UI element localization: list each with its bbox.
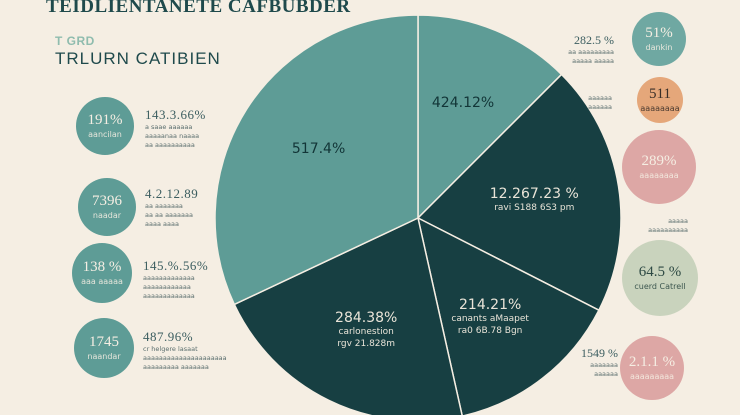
right-text-2: aaaaaa aaaaaa xyxy=(588,94,612,112)
right-bubble-1: 51% dankin xyxy=(632,12,686,66)
left-text-3: 145.%.56% aaaaaaaaaaaaa aaaaaaaaaaaa aaa… xyxy=(143,258,208,301)
chart-tag: T GRD xyxy=(55,34,95,48)
pie-slice xyxy=(416,216,600,415)
right-text-4: aaaaa aaaaaaaaaa xyxy=(648,217,688,235)
left-text-2-value: 4.2.12.89 xyxy=(145,186,199,201)
left-text-2-sub: aa aaaaaaa xyxy=(145,202,183,210)
chart-title: TEIDLIENTANETE CAFBUBDER xyxy=(46,0,351,17)
right-bubble-4-value: 64.5 % xyxy=(638,263,682,280)
right-bubble-3-value: 289% xyxy=(641,152,677,169)
right-bubble-5-label: aaaaaaaaa xyxy=(629,371,675,381)
right-bubble-3-label: aaaaaaaa xyxy=(639,170,679,180)
chart-subtitle: TRLURN CATIBIEN xyxy=(55,49,221,68)
right-bubble-4: 64.5 % cuerd Catrell xyxy=(622,240,698,316)
pie-slice xyxy=(416,73,622,312)
right-bubble-2: 511 aaaaaaaa xyxy=(637,77,683,123)
right-text-5-sub: aaaaaaa xyxy=(590,361,618,369)
left-text-1-sub: aa aaaaaaaaaa xyxy=(145,141,195,149)
right-bubble-4-label: cuerd Catrell xyxy=(634,281,686,291)
pie-slice-value: 214.21% xyxy=(459,297,522,314)
right-bubble-2-label: aaaaaaaa xyxy=(640,103,680,113)
left-bubble-1: 191% aancilan xyxy=(76,97,134,155)
left-text-1-sub: a saae aaaaaa xyxy=(145,123,193,131)
right-text-1-value: 282.5 % xyxy=(574,33,614,47)
right-text-5: 1549 % aaaaaaa aaaaaa xyxy=(581,346,618,379)
pie-slice-label: 214.21% canants aMaapet ra0 6B.78 Bgn xyxy=(430,297,550,337)
right-text-4-sub: aaaaaaaaaa xyxy=(648,226,688,234)
pie-slice xyxy=(233,216,463,415)
right-bubble-5-value: 2.1.1 % xyxy=(628,353,676,370)
left-text-2-sub: aaaa aaaa xyxy=(145,220,179,228)
left-bubble-3: 138 % aaa aaaaa xyxy=(72,243,132,303)
left-text-4-value: 487.96% xyxy=(143,329,194,344)
left-bubble-1-label: aancilan xyxy=(88,129,122,139)
left-text-4-sub: aaaaaaaaa aaaaaaa xyxy=(143,363,209,371)
left-text-2: 4.2.12.89 aa aaaaaaa aa aa aaaaaaa aaaa … xyxy=(145,186,198,229)
pie-slice-sub: ra0 6B.78 Bgn xyxy=(457,326,523,337)
left-bubble-3-label: aaa aaaaa xyxy=(81,276,123,286)
left-bubble-3-value: 138 % xyxy=(82,258,122,275)
pie-slice-label: 12.267.23 % ravi S188 6S3 pm xyxy=(474,186,594,214)
left-text-3-sub: aaaaaaaaaaaaa xyxy=(143,292,195,300)
left-text-3-sub: aaaaaaaaaaaa xyxy=(143,283,191,291)
right-text-4-sub: aaaaa xyxy=(668,217,688,225)
pie-slice-value: 424.12% xyxy=(431,95,495,112)
right-text-2-sub: aaaaaa xyxy=(588,103,612,111)
left-bubble-4-label: naandar xyxy=(87,351,121,361)
right-bubble-3: 289% aaaaaaaa xyxy=(622,130,696,204)
left-text-2-sub: aa aa aaaaaaa xyxy=(145,211,193,219)
right-bubble-1-value: 51% xyxy=(645,24,673,41)
right-text-1-sub: aaaaa aaaaa xyxy=(572,57,614,65)
left-text-1: 143.3.66% a saae aaaaaa aaaaanaa naaaa a… xyxy=(145,107,206,150)
left-text-3-value: 145.%.56% xyxy=(143,258,209,273)
left-text-1-value: 143.3.66% xyxy=(145,107,206,122)
right-text-2-sub: aaaaaa xyxy=(588,94,612,102)
pie-slice-value: 517.4% xyxy=(291,140,346,157)
right-text-5-sub: aaaaaa xyxy=(594,370,618,378)
left-text-1-sub: aaaaanaa naaaa xyxy=(145,132,200,140)
left-text-3-sub: aaaaaaaaaaaaa xyxy=(143,274,195,282)
left-bubble-2: 7396 naadar xyxy=(78,178,136,236)
pie-slice-value: 12.267.23 % xyxy=(489,185,579,202)
left-text-4: 487.96% cr helgere lasaat aaaaaaaaaaaaaa… xyxy=(143,329,227,372)
left-text-4-sub: cr helgere lasaat xyxy=(143,345,198,353)
left-bubble-2-label: naadar xyxy=(92,210,122,220)
right-bubble-2-value: 511 xyxy=(649,85,671,102)
left-bubble-4-value: 1745 xyxy=(89,333,119,350)
pie-slice xyxy=(417,14,563,220)
pie-slice-value: 284.38% xyxy=(335,309,398,326)
right-bubble-1-label: dankin xyxy=(645,42,673,52)
pie-slice-label: 424.12% xyxy=(403,95,523,111)
pie-slice-sub: ravi S188 6S3 pm xyxy=(494,202,575,213)
pie-slice-label: 517.4% xyxy=(259,141,379,157)
left-bubble-4: 1745 naandar xyxy=(74,318,134,378)
left-text-4-sub: aaaaaaaaaaaaaaaaaaaaa xyxy=(143,354,227,362)
right-bubble-5: 2.1.1 % aaaaaaaaa xyxy=(620,336,684,400)
right-text-1-sub: aa aaaaaaaaa xyxy=(568,48,614,56)
pie-slice-sub: rgv 21.828m xyxy=(337,338,396,349)
pie-slice xyxy=(214,14,419,306)
pie-slice-sub: canants aMaapet xyxy=(451,314,529,325)
pie-slice-label: 284.38% carlonestion rgv 21.828m xyxy=(306,310,426,350)
left-bubble-2-value: 7396 xyxy=(92,192,122,209)
right-text-5-value: 1549 % xyxy=(581,346,618,360)
right-text-1: 282.5 % aa aaaaaaaaa aaaaa aaaaa xyxy=(568,33,614,66)
pie-slice-sub: carlonestion xyxy=(338,326,394,337)
left-bubble-1-value: 191% xyxy=(87,111,123,128)
